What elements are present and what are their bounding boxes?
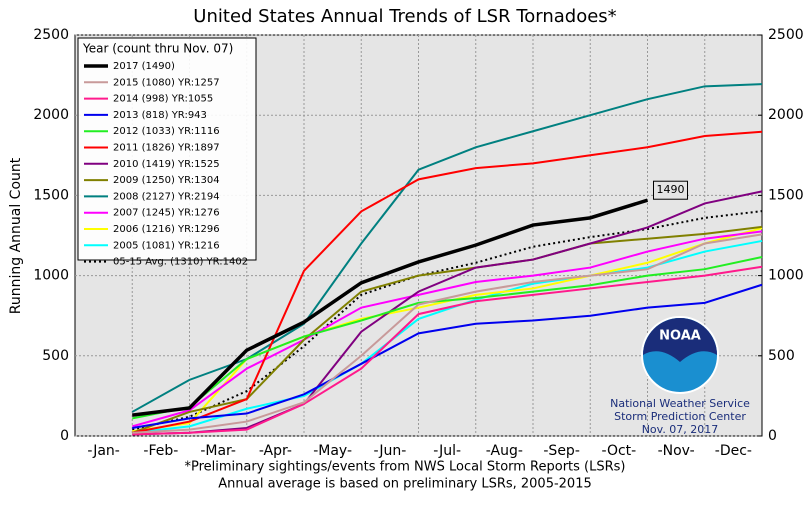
y2-tick-label: 500 [768, 348, 795, 364]
legend-label: 2013 (818) YR:943 [113, 110, 207, 121]
series-line [132, 198, 649, 417]
y2-tick-label: 0 [768, 428, 777, 444]
credit: Storm Prediction Center [614, 410, 746, 423]
x-tick-label: -Apr- [259, 443, 292, 459]
x-tick-label: -Mar- [200, 443, 236, 459]
legend-label: 2015 (1080) YR:1257 [113, 77, 220, 88]
footnote: Annual average is based on preliminary L… [218, 477, 592, 492]
legend-label: 2007 (1245) YR:1276 [113, 208, 220, 219]
y2-tick-label: 1500 [768, 187, 804, 203]
y2-tick-label: 2500 [768, 27, 804, 43]
legend-title: Year (count thru Nov. 07) [82, 42, 233, 56]
series-line [132, 130, 763, 434]
legend-label: 2011 (1826) YR:1897 [113, 143, 220, 154]
y-tick-label: 500 [42, 348, 69, 364]
logo-text: NOAA [659, 329, 701, 344]
x-tick-label: -Dec- [715, 443, 752, 459]
y2-tick-label: 1000 [768, 268, 804, 284]
legend-label: 2009 (1250) YR:1304 [113, 175, 220, 186]
x-tick-label: -Oct- [602, 443, 637, 459]
logo-top [643, 318, 717, 362]
legend-box [77, 37, 257, 261]
y-tick-label: 1000 [33, 268, 69, 284]
legend-label: 2017 (1490) [113, 61, 175, 72]
footnote: *Preliminary sightings/events from NWS L… [184, 460, 625, 475]
legend-label: 2012 (1033) YR:1116 [113, 126, 220, 137]
credit: Nov. 07, 2017 [642, 423, 719, 436]
x-tick-label: -Nov- [658, 443, 695, 459]
y-tick-label: 1500 [33, 187, 69, 203]
series-line [132, 265, 763, 436]
chart-title: United States Annual Trends of LSR Torna… [193, 6, 616, 27]
x-tick-label: -May- [313, 443, 352, 459]
annotation-box [653, 180, 688, 200]
series-line [132, 256, 763, 420]
series-line [131, 83, 763, 413]
series-line [132, 210, 763, 431]
legend-label: 2008 (2127) YR:2194 [113, 191, 220, 202]
legend-label: 2006 (1216) YR:1296 [113, 224, 220, 235]
legend-label: 05-15 Avg. (1310) YR:1402 [113, 257, 248, 268]
legend-label: 2005 (1081) YR:1216 [113, 240, 220, 251]
x-tick-label: -Sep- [543, 443, 580, 459]
series-line [131, 230, 763, 428]
logo: NOAA [641, 316, 719, 394]
series-line [132, 190, 763, 436]
x-tick-label: -Aug- [486, 443, 523, 459]
series-line [131, 225, 763, 434]
legend-label: 2014 (998) YR:1055 [113, 94, 213, 105]
y-tick-label: 2500 [33, 27, 69, 43]
y-tick-label: 0 [60, 428, 69, 444]
credit: National Weather Service [610, 397, 750, 410]
y2-tick-label: 2000 [768, 107, 804, 123]
legend-label: 2010 (1419) YR:1525 [113, 159, 220, 170]
legend: Year (count thru Nov. 07) 2017 (1490) 2015… [77, 37, 257, 268]
x-tick-label: -Jan- [87, 443, 119, 459]
x-tick-label: -Feb- [143, 443, 178, 459]
y-axis-label: Running Annual Count [8, 157, 24, 314]
x-tick-label: -Jul- [433, 443, 461, 459]
y-tick-label: 2000 [33, 107, 69, 123]
annotation: 1490 [657, 183, 685, 196]
series-line [132, 233, 763, 434]
x-tick-label: -Jun- [373, 443, 406, 459]
series-line [132, 283, 763, 429]
